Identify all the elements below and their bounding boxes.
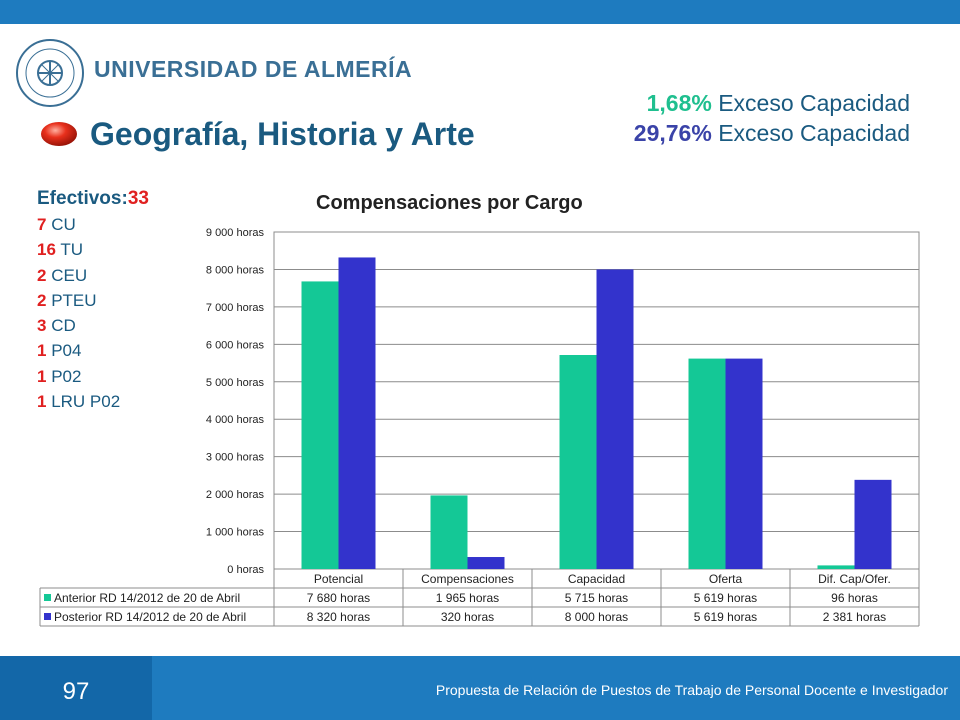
staff-item: 16 TU (37, 237, 149, 262)
staff-count: 1 (37, 341, 47, 361)
bar (854, 479, 892, 569)
staff-item: 7 CU (37, 212, 149, 237)
bar (817, 565, 855, 569)
staff-count: 3 (37, 316, 47, 336)
chart-title: Compensaciones por Cargo (316, 192, 583, 214)
excess-capacity-block: 1,68% Exceso Capacidad 29,76% Exceso Cap… (634, 88, 910, 148)
bar (301, 281, 339, 569)
staff-item: 1 LRU P02 (37, 389, 149, 414)
bar (559, 355, 597, 569)
data-label: 2 381 horas (823, 610, 886, 624)
data-label: 5 619 horas (694, 610, 757, 624)
staff-count: 1 (37, 366, 47, 386)
staff-label: CEU (51, 265, 88, 285)
page-title: Geografía, Historia y Arte (90, 116, 475, 152)
staff-label: CD (51, 316, 76, 336)
y-tick-label: 2 000 horas (206, 489, 265, 501)
footer-bar (0, 656, 960, 720)
bar (430, 495, 468, 569)
y-tick-label: 4 000 horas (206, 414, 265, 426)
staff-head: Efectivos:33 (37, 186, 149, 212)
red-bullet-icon (41, 122, 77, 146)
staff-count: 7 (37, 215, 47, 234)
staff-label: P04 (51, 341, 82, 361)
bar (725, 358, 763, 569)
legend-label: Anterior RD 14/2012 de 20 de Abril (54, 591, 240, 605)
staff-count: 2 (37, 265, 47, 285)
legend-swatch (44, 594, 51, 601)
bar (338, 257, 376, 569)
excess-pct-1: 1,68% (646, 90, 712, 116)
x-tick-label: Compensaciones (421, 572, 514, 586)
university-name: UNIVERSIDAD DE ALMERÍA (94, 56, 413, 82)
excess-line-1: 1,68% Exceso Capacidad (634, 88, 910, 118)
staff-label: TU (60, 240, 84, 260)
excess-line-2: 29,76% Exceso Capacidad (634, 118, 910, 148)
x-tick-label: Dif. Cap/Ofer. (818, 572, 891, 586)
staff-label: P02 (51, 366, 82, 386)
x-tick-label: Potencial (314, 572, 363, 586)
bar (467, 557, 505, 569)
y-tick-label: 5 000 horas (206, 377, 265, 389)
staff-item: 3 CD (37, 313, 149, 338)
data-label: 8 000 horas (565, 610, 628, 624)
staff-item: 2 CEU (37, 263, 149, 288)
staff-item: 1 P04 (37, 338, 149, 363)
staff-count: 16 (37, 240, 56, 260)
staff-label: PTEU (51, 290, 97, 310)
y-tick-label: 7 000 horas (206, 302, 265, 314)
y-tick-label: 1 000 horas (206, 527, 265, 539)
bar (596, 269, 634, 569)
data-label: 96 horas (831, 591, 878, 605)
data-label: 7 680 horas (307, 591, 370, 605)
data-label: 8 320 horas (307, 610, 370, 624)
page-number: 97 (62, 678, 90, 705)
y-tick-label: 3 000 horas (206, 452, 265, 464)
excess-pct-2: 29,76% (633, 120, 712, 146)
data-label: 1 965 horas (436, 591, 499, 605)
university-logo-icon (16, 39, 84, 107)
data-label: 5 619 horas (694, 591, 757, 605)
staff-head-label: Efectivos: (37, 188, 128, 209)
footer-text: Propuesta de Relación de Puestos de Trab… (435, 682, 948, 698)
legend-label: Posterior RD 14/2012 de 20 de Abril (54, 610, 246, 624)
y-tick-label: 6 000 horas (206, 339, 265, 351)
y-tick-label: 0 horas (227, 564, 264, 576)
top-bar (0, 0, 960, 24)
bar (688, 358, 726, 569)
page-number-box (0, 656, 152, 720)
staff-list: Efectivos:33 7 CU 16 TU 2 CEU 2 PTEU 3 C… (37, 186, 149, 414)
excess-label-1: Exceso Capacidad (718, 90, 910, 116)
y-tick-label: 9 000 horas (206, 227, 265, 239)
legend-swatch (44, 613, 51, 620)
staff-label: CU (51, 215, 76, 234)
bar-chart: 0 horas 1 000 horas 2 000 horas 3 000 horas… (39, 227, 920, 627)
staff-count: 2 (37, 290, 47, 310)
staff-item: 2 PTEU (37, 288, 149, 313)
staff-count: 1 (37, 392, 47, 412)
data-label: 320 horas (441, 610, 494, 624)
x-tick-label: Oferta (709, 572, 743, 586)
y-tick-label: 8 000 horas (206, 264, 265, 276)
staff-head-count: 33 (127, 188, 149, 209)
excess-label-2: Exceso Capacidad (718, 120, 910, 146)
data-label: 5 715 horas (565, 591, 628, 605)
staff-label: LRU P02 (51, 392, 121, 412)
x-tick-label: Capacidad (568, 572, 625, 586)
staff-item: 1 P02 (37, 364, 149, 389)
